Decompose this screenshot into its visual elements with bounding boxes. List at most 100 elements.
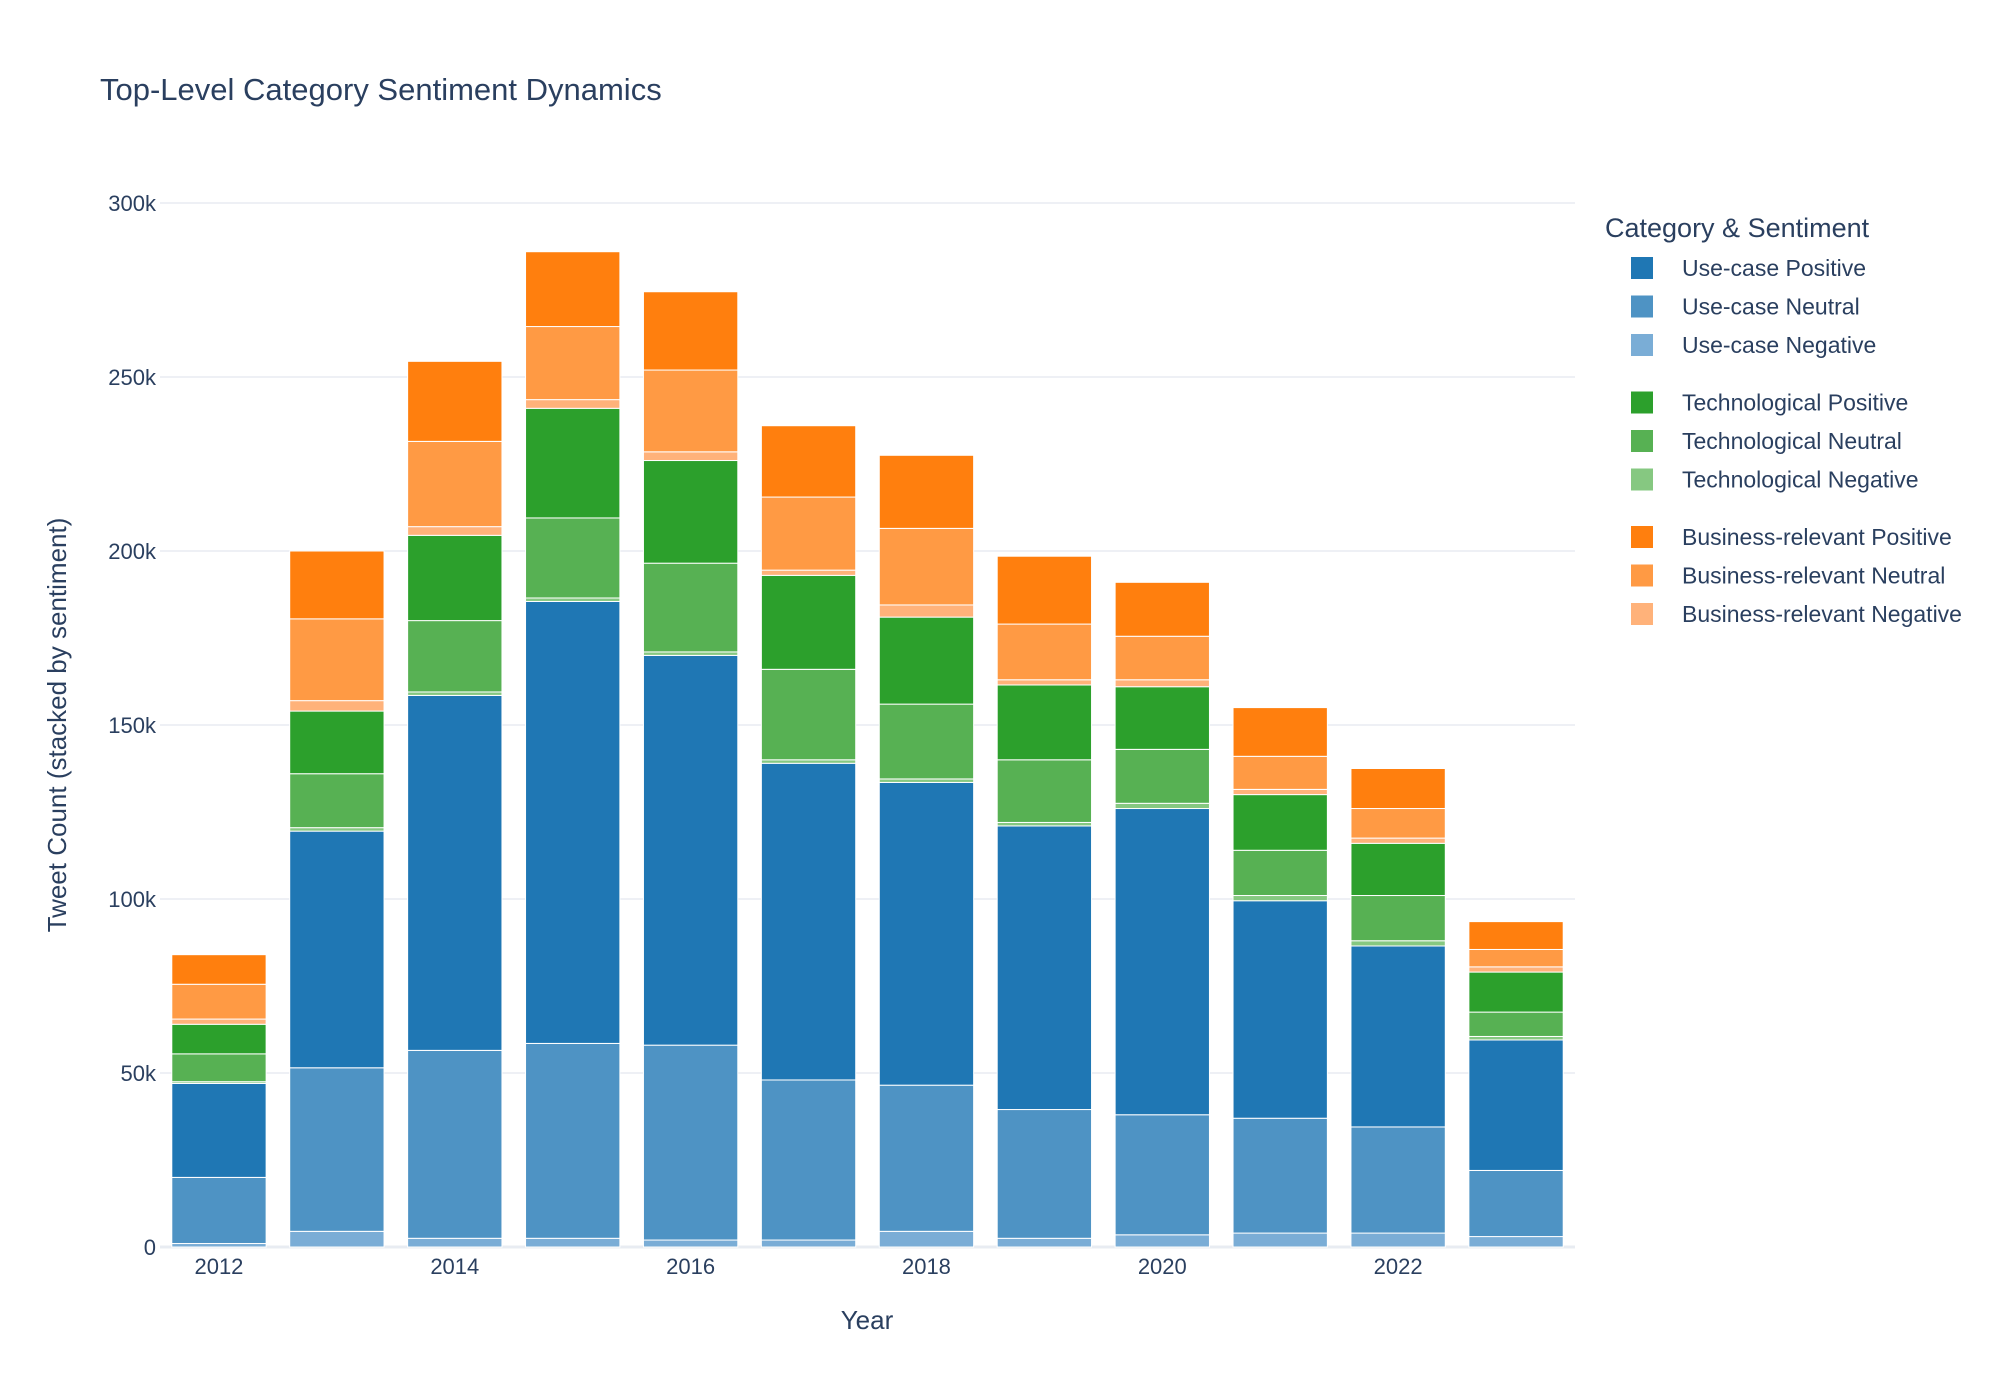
bar-segment-business-relevant-negative[interactable] bbox=[1114, 679, 1210, 688]
bar-segment-use-case-neutral[interactable] bbox=[996, 1109, 1093, 1239]
bar-segment-business-relevant-neutral[interactable] bbox=[1350, 808, 1446, 839]
bar-segment-business-relevant-neutral[interactable] bbox=[525, 326, 621, 401]
bar-segment-business-relevant-neutral[interactable] bbox=[1232, 755, 1328, 790]
bar-segment-use-case-positive[interactable] bbox=[996, 825, 1093, 1111]
bar-segment-business-relevant-positive[interactable] bbox=[878, 454, 975, 529]
bar-segment-business-relevant-positive[interactable] bbox=[1114, 581, 1210, 637]
bar-segment-technological-negative[interactable] bbox=[878, 778, 975, 783]
bar-segment-use-case-neutral[interactable] bbox=[1232, 1117, 1328, 1234]
bar-segment-technological-positive[interactable] bbox=[407, 534, 503, 622]
bar-segment-technological-negative[interactable] bbox=[1468, 1035, 1564, 1041]
bar-segment-use-case-negative[interactable] bbox=[642, 1239, 739, 1248]
bar-segment-use-case-positive[interactable] bbox=[760, 762, 857, 1081]
bar-segment-business-relevant-neutral[interactable] bbox=[878, 527, 975, 606]
bar-segment-use-case-negative[interactable] bbox=[525, 1237, 621, 1248]
bar-segment-use-case-positive[interactable] bbox=[1350, 945, 1446, 1128]
legend-item-label[interactable]: Technological Negative bbox=[1682, 467, 1919, 493]
bar-segment-technological-positive[interactable] bbox=[642, 460, 739, 564]
bar-segment-use-case-negative[interactable] bbox=[1468, 1236, 1564, 1248]
bar-segment-technological-negative[interactable] bbox=[289, 827, 385, 832]
bar-segment-technological-neutral[interactable] bbox=[289, 773, 385, 829]
bar-segment-use-case-negative[interactable] bbox=[289, 1230, 385, 1248]
bar-segment-technological-negative[interactable] bbox=[760, 759, 857, 764]
bar-segment-business-relevant-positive[interactable] bbox=[407, 360, 503, 442]
bar-segment-technological-negative[interactable] bbox=[1114, 802, 1210, 810]
bar-segment-use-case-neutral[interactable] bbox=[1468, 1169, 1564, 1238]
bar-segment-business-relevant-neutral[interactable] bbox=[996, 623, 1093, 681]
bar-segment-technological-negative[interactable] bbox=[1232, 895, 1328, 902]
bar-segment-technological-positive[interactable] bbox=[878, 616, 975, 705]
bar-segment-business-relevant-positive[interactable] bbox=[525, 251, 621, 328]
legend-item-label[interactable]: Business-relevant Neutral bbox=[1682, 563, 1945, 589]
bar-segment-technological-positive[interactable] bbox=[1114, 686, 1210, 750]
legend-item-label[interactable]: Use-case Negative bbox=[1682, 332, 1876, 358]
bar-segment-technological-neutral[interactable] bbox=[1114, 748, 1210, 804]
bar-segment-use-case-positive[interactable] bbox=[878, 781, 975, 1086]
bar-segment-technological-neutral[interactable] bbox=[1350, 895, 1446, 942]
legend-item-label[interactable]: Use-case Positive bbox=[1682, 255, 1866, 281]
bar-segment-business-relevant-positive[interactable] bbox=[1350, 768, 1446, 810]
bar-segment-use-case-neutral[interactable] bbox=[760, 1079, 857, 1241]
bar-segment-business-relevant-positive[interactable] bbox=[171, 954, 267, 985]
bar-segment-business-relevant-neutral[interactable] bbox=[642, 369, 739, 453]
bar-segment-use-case-negative[interactable] bbox=[1114, 1234, 1210, 1248]
bar-segment-business-relevant-negative[interactable] bbox=[760, 569, 857, 576]
legend-item-label[interactable]: Technological Neutral bbox=[1682, 428, 1902, 454]
bar-segment-business-relevant-neutral[interactable] bbox=[760, 496, 857, 571]
bar-segment-technological-positive[interactable] bbox=[760, 574, 857, 670]
bar-segment-business-relevant-negative[interactable] bbox=[642, 451, 739, 462]
bar-segment-business-relevant-negative[interactable] bbox=[1232, 788, 1328, 796]
bar-segment-use-case-positive[interactable] bbox=[407, 694, 503, 1051]
bar-segment-business-relevant-negative[interactable] bbox=[525, 399, 621, 409]
bar-segment-technological-neutral[interactable] bbox=[1468, 1011, 1564, 1037]
bar-segment-business-relevant-neutral[interactable] bbox=[171, 983, 267, 1020]
bar-segment-technological-positive[interactable] bbox=[1232, 794, 1328, 851]
bar-segment-use-case-positive[interactable] bbox=[1114, 808, 1210, 1116]
bar-segment-technological-positive[interactable] bbox=[1350, 842, 1446, 897]
bar-segment-technological-neutral[interactable] bbox=[996, 759, 1093, 823]
bar-segment-business-relevant-negative[interactable] bbox=[878, 604, 975, 618]
bar-segment-technological-neutral[interactable] bbox=[407, 620, 503, 693]
bar-segment-use-case-negative[interactable] bbox=[1350, 1232, 1446, 1248]
bar-segment-business-relevant-neutral[interactable] bbox=[289, 618, 385, 702]
bar-segment-business-relevant-positive[interactable] bbox=[642, 291, 739, 371]
bar-segment-technological-positive[interactable] bbox=[289, 710, 385, 775]
bar-segment-use-case-neutral[interactable] bbox=[878, 1084, 975, 1232]
bar-segment-use-case-positive[interactable] bbox=[642, 654, 739, 1046]
bar-segment-use-case-neutral[interactable] bbox=[1114, 1114, 1210, 1236]
bar-segment-technological-negative[interactable] bbox=[996, 821, 1093, 827]
bar-segment-business-relevant-negative[interactable] bbox=[1468, 966, 1564, 973]
bar-segment-use-case-negative[interactable] bbox=[1232, 1232, 1328, 1248]
bar-segment-business-relevant-positive[interactable] bbox=[1232, 707, 1328, 757]
bar-segment-use-case-neutral[interactable] bbox=[289, 1067, 385, 1232]
bar-segment-business-relevant-positive[interactable] bbox=[996, 555, 1093, 625]
bar-segment-use-case-positive[interactable] bbox=[1232, 900, 1328, 1119]
bar-segment-use-case-negative[interactable] bbox=[407, 1237, 503, 1248]
bar-segment-technological-positive[interactable] bbox=[525, 407, 621, 519]
bar-segment-technological-neutral[interactable] bbox=[525, 517, 621, 599]
bar-segment-technological-neutral[interactable] bbox=[642, 562, 739, 653]
bar-segment-business-relevant-negative[interactable] bbox=[407, 526, 503, 536]
bar-segment-business-relevant-negative[interactable] bbox=[289, 700, 385, 712]
bar-segment-use-case-positive[interactable] bbox=[525, 600, 621, 1044]
bar-segment-business-relevant-neutral[interactable] bbox=[407, 440, 503, 528]
bar-segment-use-case-positive[interactable] bbox=[171, 1082, 267, 1178]
bar-segment-use-case-neutral[interactable] bbox=[171, 1176, 267, 1245]
bar-segment-use-case-positive[interactable] bbox=[1468, 1039, 1564, 1171]
bar-segment-business-relevant-negative[interactable] bbox=[996, 679, 1093, 686]
legend-item-label[interactable]: Technological Positive bbox=[1682, 390, 1908, 416]
bar-segment-use-case-neutral[interactable] bbox=[407, 1049, 503, 1239]
bar-segment-technological-negative[interactable] bbox=[642, 651, 739, 656]
bar-segment-use-case-negative[interactable] bbox=[878, 1230, 975, 1248]
bar-segment-technological-negative[interactable] bbox=[1350, 940, 1446, 947]
legend-item-label[interactable]: Use-case Neutral bbox=[1682, 294, 1860, 320]
bar-segment-business-relevant-negative[interactable] bbox=[171, 1018, 267, 1025]
bar-segment-technological-neutral[interactable] bbox=[760, 668, 857, 761]
bar-segment-technological-neutral[interactable] bbox=[1232, 849, 1328, 897]
legend-item-label[interactable]: Business-relevant Negative bbox=[1682, 601, 1962, 627]
bar-segment-technological-positive[interactable] bbox=[996, 684, 1093, 761]
bar-segment-business-relevant-positive[interactable] bbox=[289, 550, 385, 620]
bar-segment-use-case-negative[interactable] bbox=[171, 1243, 267, 1248]
bar-segment-business-relevant-positive[interactable] bbox=[1468, 921, 1564, 950]
legend-item-label[interactable]: Business-relevant Positive bbox=[1682, 524, 1952, 550]
